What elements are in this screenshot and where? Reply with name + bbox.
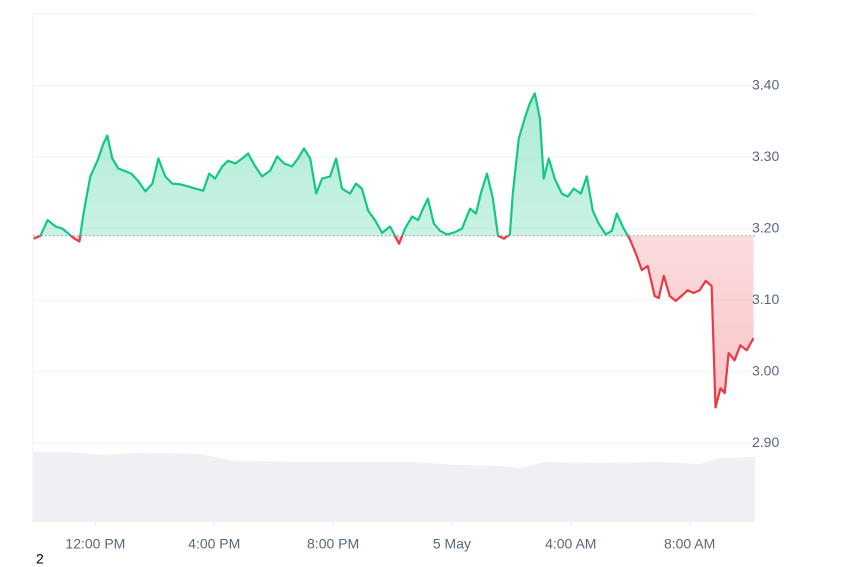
price-line-down [33,235,755,409]
x-tick-label: 5 May [433,536,471,552]
volume-area [33,452,755,522]
y-tick-label: 2.90 [752,434,779,450]
price-line-up [37,92,630,236]
x-tick-label: 4:00 PM [188,536,240,552]
y-tick-label: 3.10 [752,291,779,307]
x-tick-label: 4:00 AM [545,536,596,552]
y-tick-label: 3.20 [752,219,779,235]
x-tick-label: 8:00 AM [664,536,715,552]
footnote: 2 [36,551,44,567]
x-tick-label: 12:00 PM [65,536,125,552]
plot [33,92,755,409]
y-tick-label: 3.30 [752,148,779,164]
y-tick-label: 3.00 [752,362,779,378]
area-down [33,235,754,408]
y-tick-label: 3.40 [752,76,779,92]
x-tick-label: 8:00 PM [307,536,359,552]
